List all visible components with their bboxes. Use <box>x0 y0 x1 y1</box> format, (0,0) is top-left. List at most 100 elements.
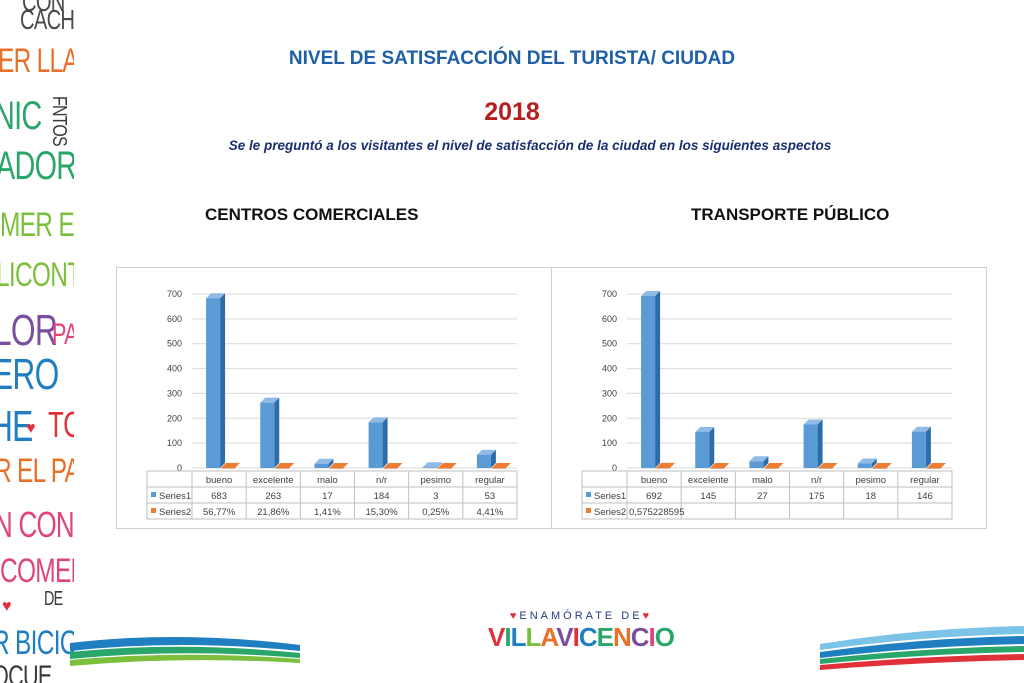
heart-icon: ♥ <box>509 610 520 622</box>
logo-letter: N <box>612 622 632 652</box>
decorative-wave-right <box>820 626 1024 670</box>
bar-series2-top <box>656 462 676 468</box>
legend-key-series1 <box>151 492 156 497</box>
logo-letter: I <box>648 622 656 652</box>
bar-series2-top <box>926 463 946 468</box>
data-label-series1: 53 <box>485 491 496 502</box>
y-tick-label: 400 <box>167 364 182 374</box>
logo-tagline-text: ENAMÓRATE DE <box>519 610 643 622</box>
bar-series1 <box>695 431 710 468</box>
bar-series2 <box>437 467 452 469</box>
bar-series2-top <box>491 462 511 468</box>
logo-letter: L <box>525 622 541 652</box>
y-tick-label: 700 <box>167 289 182 299</box>
bar-series1 <box>422 467 437 468</box>
bar-series1-top <box>803 419 823 425</box>
bar-series1 <box>476 454 491 468</box>
bar-series1-side <box>220 293 226 468</box>
bar-series1-side <box>274 397 280 468</box>
data-label-series2: 0,25% <box>422 507 449 518</box>
chart-centros-comerciales: 0 100 200 300 400 500 600 700 bueno 683 excelente 2… <box>116 267 552 529</box>
decorative-word: CON <box>22 0 65 17</box>
bar-series1-side <box>763 456 769 468</box>
logo-letter: V <box>556 622 573 652</box>
data-label-series1: 184 <box>374 491 390 502</box>
logo-letter: V <box>488 622 505 652</box>
villavicencio-logo: ♥ENAMÓRATE DE♥ VILLAVICENCIO <box>486 610 676 660</box>
decorative-word: NIC <box>0 94 42 138</box>
data-label-series1: 27 <box>757 491 768 502</box>
bar-series1 <box>911 431 926 468</box>
bar-series1 <box>857 463 872 468</box>
legend-label-series1: Series1 <box>159 491 191 502</box>
data-label-series1: 17 <box>322 491 333 502</box>
decorative-word: PA <box>52 318 74 351</box>
bar-series1-side <box>925 426 931 468</box>
legend-key-series2 <box>151 508 156 513</box>
logo-letter: C <box>578 622 598 652</box>
decorative-word: ER LLAN <box>0 42 74 80</box>
bar-series2 <box>656 467 671 469</box>
decorative-word: ERO <box>0 350 59 399</box>
logo-letter: L <box>510 622 527 652</box>
decorative-word-strip: CONCACHAER LLANNICFNTOSADOREMER EL FLICO… <box>0 0 74 683</box>
data-label-series2: 15,30% <box>365 507 398 518</box>
bar-series1-side <box>655 290 661 468</box>
x-tick-label: excelente <box>253 475 294 486</box>
bar-series2 <box>818 468 833 469</box>
y-tick-label: 500 <box>602 339 617 349</box>
chart-svg-transporte-publico: 0 100 200 300 400 500 600 700 bueno 692 excelente 1… <box>581 289 953 520</box>
decorative-word: TC <box>48 404 74 445</box>
bar-series1-top <box>368 417 388 423</box>
x-tick-label: malo <box>317 475 338 486</box>
bar-series1-top <box>206 293 226 299</box>
bar-series1-top <box>476 449 496 455</box>
x-tick-label: regular <box>910 475 940 486</box>
logo-letter: C <box>630 622 650 652</box>
decorative-word: LICONT <box>0 256 74 294</box>
y-tick-label: 300 <box>167 388 182 398</box>
bar-series2 <box>221 467 236 469</box>
decorative-word: LOR <box>0 306 58 355</box>
bar-series2-top <box>437 462 457 468</box>
heart-icon: ♥ <box>2 598 12 615</box>
legend-label-series2: Series2 <box>594 507 626 518</box>
bar-series1-side <box>709 426 715 468</box>
y-tick-label: 100 <box>167 438 182 448</box>
bar-series1 <box>803 424 818 468</box>
bar-series1-top <box>911 426 931 432</box>
x-tick-label: excelente <box>688 475 729 486</box>
logo-letter: I <box>572 622 580 652</box>
data-label-series2: 4,41% <box>476 507 503 518</box>
decorative-word: DE <box>44 588 63 610</box>
decorative-wave-left <box>70 636 300 666</box>
y-tick-label: 600 <box>602 314 617 324</box>
bar-series1 <box>206 298 221 468</box>
y-tick-label: 500 <box>167 339 182 349</box>
data-label-series1: 263 <box>265 491 281 502</box>
data-label-series1: 146 <box>917 491 933 502</box>
y-tick-label: 200 <box>602 413 617 423</box>
year-heading: 2018 <box>484 98 540 126</box>
data-label-series2: 21,86% <box>257 507 290 518</box>
decorative-word: CACHA <box>20 4 74 35</box>
y-tick-label: 0 <box>177 463 182 473</box>
bar-series1-side <box>382 417 388 468</box>
bar-series2-top <box>383 462 403 468</box>
logo-wordmark: VILLAVICENCIO <box>486 622 676 653</box>
y-tick-label: 600 <box>167 314 182 324</box>
x-tick-label: bueno <box>206 475 232 486</box>
data-label-series2: 56,77% <box>203 507 236 518</box>
bar-series2 <box>764 468 779 469</box>
bar-series2 <box>383 467 398 469</box>
chart-title-transporte-publico: TRANSPORTE PÚBLICO <box>691 205 890 224</box>
logo-letter: O <box>654 622 675 652</box>
bar-series2 <box>710 468 725 469</box>
x-tick-label: regular <box>475 475 505 486</box>
decorative-word: R BICIC <box>0 624 74 662</box>
y-tick-label: 400 <box>602 364 617 374</box>
bar-series2-top <box>872 463 892 468</box>
page-title: NIVEL DE SATISFACCIÓN DEL TURISTA/ CIUDA… <box>288 48 736 69</box>
decorative-word: COMER <box>0 552 74 590</box>
logo-letter: I <box>504 622 511 652</box>
